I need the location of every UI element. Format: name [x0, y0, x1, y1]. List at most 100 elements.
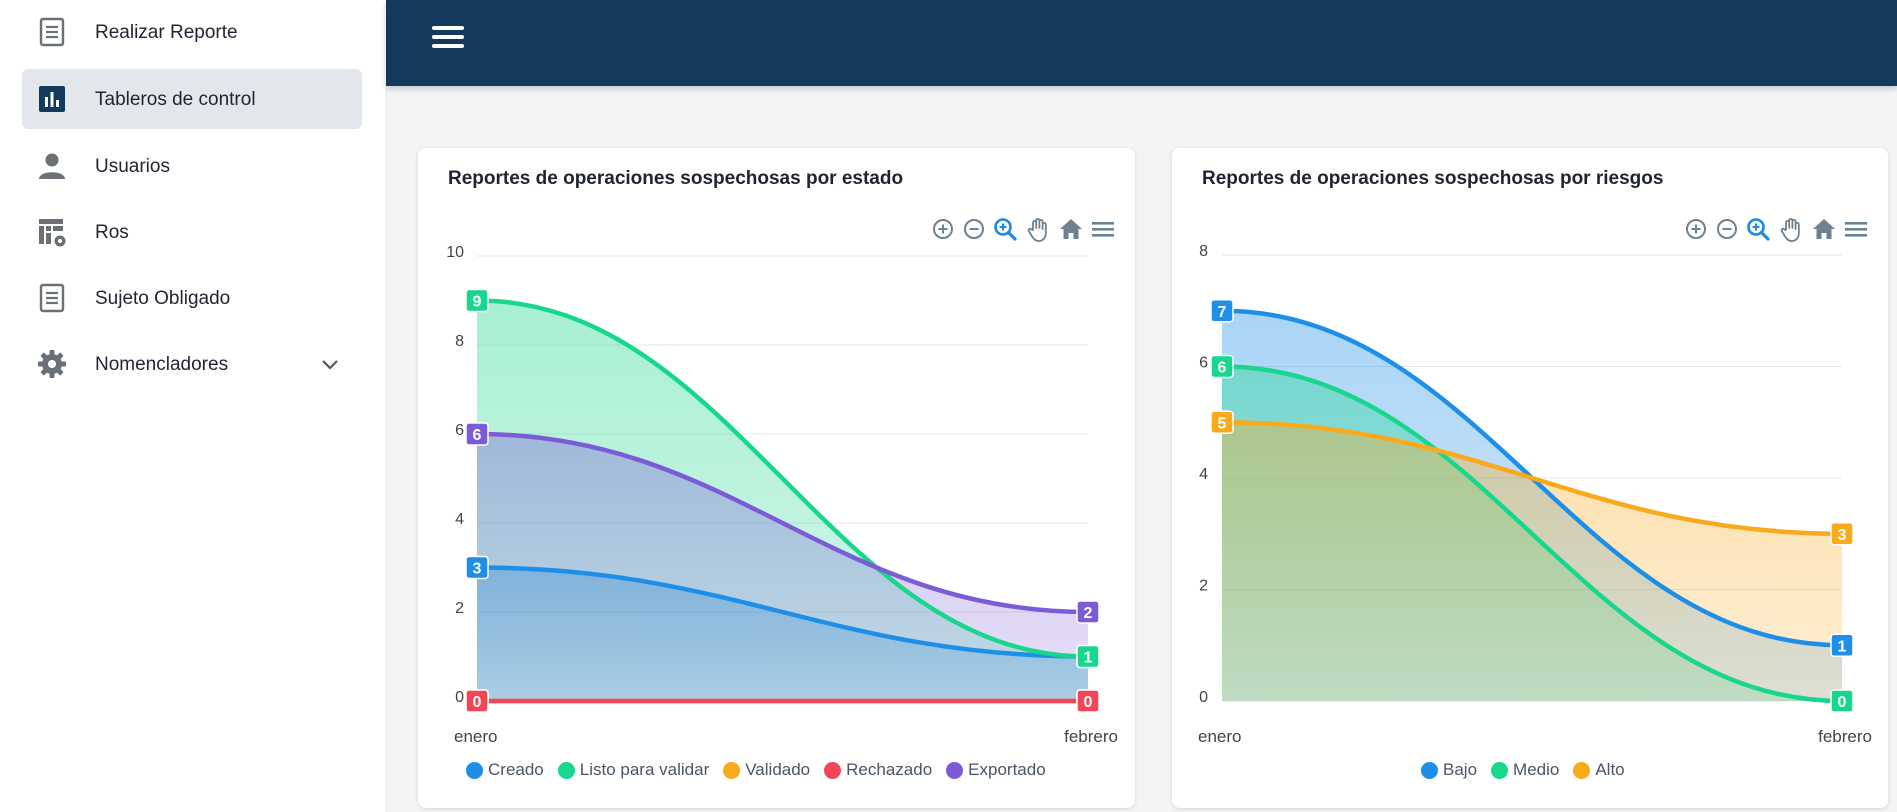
svg-text:5: 5 — [1218, 415, 1227, 432]
legend-marker — [824, 761, 842, 779]
user-icon — [39, 153, 65, 179]
legend-item[interactable]: Creado — [466, 760, 544, 780]
selection-zoom-icon[interactable] — [992, 216, 1018, 242]
zoom-out-icon[interactable] — [1714, 216, 1740, 242]
legend-marker — [723, 761, 741, 779]
sidebar-item-label: Ros — [95, 222, 129, 243]
chart-legend: Bajo Medio Alto — [1421, 760, 1639, 780]
chart-card-estado: Reportes de operaciones sospechosas por … — [418, 148, 1135, 808]
table-settings-icon — [39, 219, 66, 247]
sidebar-item-label: Tableros de control — [95, 89, 256, 110]
svg-text:0: 0 — [1838, 694, 1847, 711]
legend-label: Rechazado — [846, 760, 933, 779]
data-label: 6 — [1210, 354, 1234, 379]
data-label: 9 — [465, 288, 489, 313]
legend-item[interactable]: Rechazado — [824, 760, 932, 780]
chart-legend: Creado Listo para validar Validado Rechazad… — [466, 760, 1060, 780]
data-label: 0 — [1076, 689, 1100, 713]
zoom-in-icon[interactable] — [1683, 216, 1709, 242]
menu-icon[interactable] — [1843, 216, 1869, 242]
svg-text:6: 6 — [473, 427, 482, 444]
legend-label: Validado — [745, 760, 811, 779]
svg-text:0: 0 — [1084, 694, 1093, 711]
legend-label: Exportado — [968, 760, 1046, 779]
legend-label: Medio — [1513, 760, 1560, 779]
y-tick-label: 2 — [455, 600, 464, 617]
svg-text:1: 1 — [1084, 650, 1093, 667]
sidebar-item-usuarios[interactable]: Usuarios — [22, 136, 362, 196]
y-tick-label: 8 — [1199, 243, 1208, 260]
legend-label: Bajo — [1443, 760, 1478, 779]
sidebar-item-tableros-de-control[interactable]: Tableros de control — [22, 69, 362, 129]
series-line — [474, 565, 1091, 659]
home-icon[interactable] — [1811, 216, 1837, 242]
zoom-out-icon[interactable] — [961, 216, 987, 242]
series-line — [474, 298, 1091, 659]
data-label: 1 — [1830, 633, 1854, 657]
data-label: 3 — [1830, 522, 1854, 546]
y-tick-label: 0 — [455, 689, 464, 706]
svg-text:3: 3 — [473, 561, 482, 578]
legend-marker — [946, 761, 964, 779]
legend-item[interactable]: Listo para validar — [557, 760, 710, 780]
legend-item[interactable]: Alto — [1573, 760, 1625, 780]
pan-icon[interactable] — [1025, 216, 1051, 242]
home-icon[interactable] — [1058, 216, 1084, 242]
data-label: 0 — [465, 689, 489, 713]
y-tick-label: 4 — [455, 511, 464, 528]
area-chart-riesgos: 0 2 4 6 8 7 1 6 0 5 3 enero febrero — [1198, 243, 1872, 746]
sidebar-item-label: Realizar Reporte — [95, 22, 238, 43]
svg-text:3: 3 — [1838, 527, 1847, 544]
legend-marker — [1573, 761, 1591, 779]
menu-icon[interactable] — [1090, 216, 1116, 242]
svg-text:9: 9 — [473, 294, 482, 311]
legend-marker — [1491, 761, 1509, 779]
y-tick-label: 2 — [1199, 578, 1208, 595]
series-area — [1222, 422, 1842, 701]
legend-item[interactable]: Bajo — [1421, 760, 1477, 780]
legend-item[interactable]: Medio — [1491, 760, 1559, 780]
sidebar-item-label: Usuarios — [95, 156, 170, 177]
y-tick-label: 6 — [455, 422, 464, 439]
sidebar-item-nomencladores[interactable]: Nomencladores — [22, 334, 362, 394]
svg-text:7: 7 — [1218, 304, 1227, 321]
y-tick-label: 0 — [1199, 689, 1208, 706]
legend-marker — [1421, 761, 1438, 779]
legend-item[interactable]: Exportado — [946, 760, 1046, 780]
sidebar-item-ros[interactable]: Ros — [22, 202, 362, 262]
gear-icon — [38, 350, 66, 378]
y-tick-label: 6 — [1199, 355, 1208, 372]
sidebar-item-sujeto-obligado[interactable]: Sujeto Obligado — [22, 268, 362, 328]
sidebar-item-realizar-reporte[interactable]: Realizar Reporte — [22, 2, 362, 62]
legend-item[interactable]: Validado — [723, 760, 810, 780]
legend-marker — [466, 761, 483, 779]
zoom-in-icon[interactable] — [930, 216, 956, 242]
legend-label: Listo para validar — [579, 760, 710, 779]
svg-text:1: 1 — [1838, 638, 1847, 655]
chart-title: Reportes de operaciones sospechosas por … — [1202, 168, 1664, 189]
svg-text:2: 2 — [1084, 605, 1093, 622]
bar-chart-icon — [39, 86, 65, 112]
y-tick-label: 4 — [1199, 466, 1208, 483]
x-tick-label: enero — [1198, 727, 1241, 746]
data-label: 0 — [1830, 689, 1854, 713]
chevron-down-icon[interactable] — [320, 354, 340, 374]
sidebar-item-label: Nomencladores — [95, 354, 229, 375]
x-tick-label: febrero — [1064, 727, 1118, 746]
x-tick-label: febrero — [1818, 727, 1872, 746]
series-line — [1219, 364, 1845, 704]
data-label: 2 — [1076, 600, 1100, 624]
sidebar: Realizar Reporte Tableros de control Usu… — [0, 0, 387, 812]
chart-card-riesgos: Reportes de operaciones sospechosas por … — [1172, 148, 1888, 808]
document-icon — [39, 283, 65, 313]
area-chart-estado: 02468103191000062enerofebrero — [446, 244, 1118, 746]
legend-label: Alto — [1595, 760, 1625, 779]
selection-zoom-icon[interactable] — [1745, 216, 1771, 242]
series-area — [477, 434, 1088, 701]
legend-label: Creado — [488, 760, 544, 779]
legend-marker — [557, 761, 575, 779]
menu-toggle-icon[interactable] — [432, 26, 464, 52]
data-label: 5 — [1210, 410, 1234, 434]
data-label: 6 — [465, 422, 489, 446]
pan-icon[interactable] — [1778, 216, 1804, 242]
